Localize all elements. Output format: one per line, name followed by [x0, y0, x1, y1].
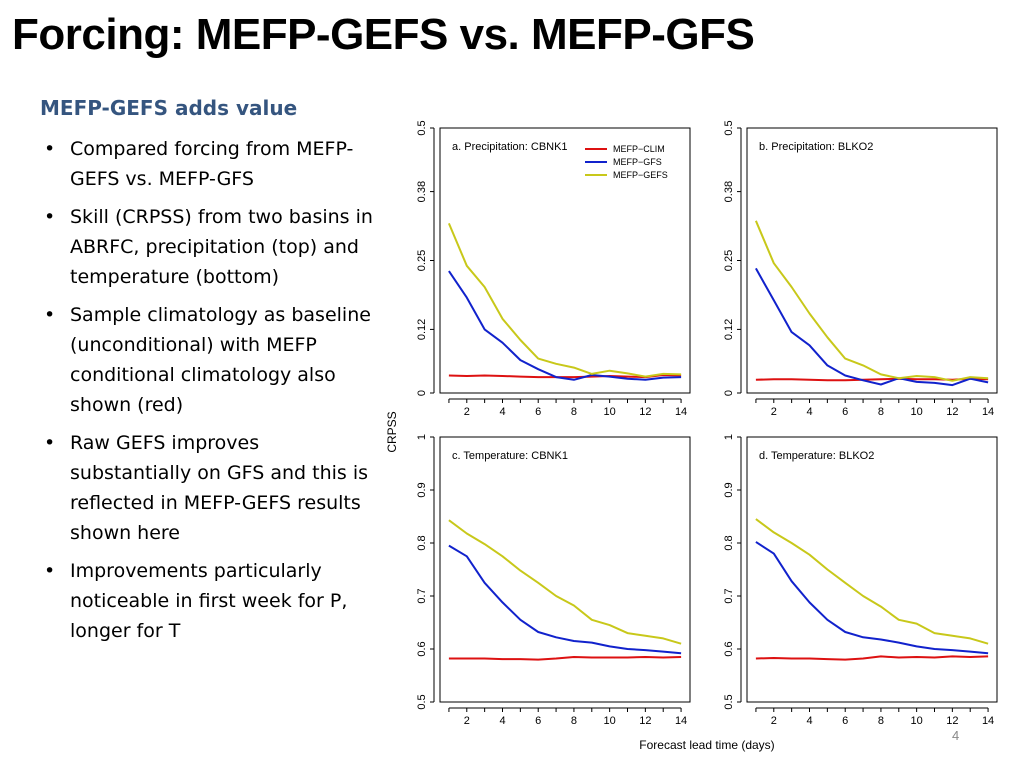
x-tick-label: 2: [464, 406, 470, 418]
y-tick-label: 0.38: [723, 181, 735, 202]
crpss-figure: CRPSS Forecast lead time (days) 2 4 6 8 10 12…: [385, 120, 998, 752]
legend-label: MEFP−CLIM: [613, 144, 665, 154]
y-tick-label: 0.5: [723, 694, 735, 709]
x-tick-label: 14: [982, 406, 994, 418]
bullet-text: Skill (CRPSS) from two basins in ABRFC, …: [70, 206, 373, 288]
plot-frame: [746, 436, 998, 703]
chart-panel: 2 4 6 8 10 12 14 0 0.12 0.25 0.38 0.5 b. Precipitati…: [723, 120, 998, 418]
series-line: [754, 220, 989, 382]
y-tick-label: 0.38: [416, 181, 428, 202]
series-line: [448, 270, 682, 381]
y-tick-label: 0.5: [723, 120, 735, 135]
bullet-item: • Skill (CRPSS) from two basins in ABRFC,…: [40, 202, 385, 292]
chart-panel: 2 4 6 8 10 12 14 0 0.12 0.25 0.38 0.5 a. Precipitati…: [416, 120, 691, 418]
x-tick-label: 14: [982, 715, 994, 727]
legend-label: MEFP−GEFS: [613, 170, 668, 180]
y-tick-label: 0.6: [723, 641, 735, 656]
x-tick-label: 12: [639, 715, 651, 727]
bullet-item: • Sample climatology as baseline (uncondi…: [40, 300, 385, 420]
series-line: [448, 519, 682, 645]
bullet-item: • Improvements particularly noticeable in…: [40, 556, 385, 646]
series-line: [448, 656, 682, 661]
y-tick-label: 0.12: [723, 319, 735, 340]
subheading: MEFP-GEFS adds value: [40, 96, 298, 120]
bullet-dot-icon: •: [44, 304, 56, 326]
x-tick-label: 6: [842, 406, 848, 418]
plot-frame: [439, 127, 691, 394]
y-tick-label: 0.12: [416, 319, 428, 340]
x-tick-label: 2: [771, 406, 777, 418]
x-tick-label: 14: [675, 715, 687, 727]
x-tick-label: 4: [499, 715, 505, 727]
bullet-item: • Raw GEFS improves substantially on GFS …: [40, 428, 385, 548]
panel-title: c. Temperature: CBNK1: [452, 450, 568, 462]
series-line: [448, 544, 682, 655]
x-tick-label: 10: [911, 715, 923, 727]
y-tick-label: 0.8: [416, 535, 428, 550]
x-tick-label: 12: [946, 406, 958, 418]
y-tick-label: 0.7: [723, 588, 735, 603]
x-tick-label: 4: [806, 715, 812, 727]
y-axis-title: CRPSS: [385, 411, 399, 452]
x-tick-label: 6: [842, 715, 848, 727]
plot-frame: [746, 127, 998, 394]
bullet-text: Raw GEFS improves substantially on GFS a…: [70, 432, 369, 544]
series-line: [755, 541, 989, 655]
slide-title: Forcing: MEFP-GEFS vs. MEFP-GFS: [12, 10, 755, 59]
x-tick-label: 8: [878, 406, 884, 418]
panel-title: a. Precipitation: CBNK1: [452, 141, 568, 153]
x-tick-label: 10: [604, 715, 616, 727]
bullet-dot-icon: •: [44, 138, 56, 160]
panel-title: d. Temperature: BLKO2: [759, 450, 874, 462]
x-tick-label: 12: [946, 715, 958, 727]
y-tick-label: 0.25: [723, 250, 735, 271]
x-axis-title: Forecast lead time (days): [639, 738, 774, 752]
x-tick-label: 6: [535, 406, 541, 418]
bullet-dot-icon: •: [44, 206, 56, 228]
y-tick-label: 0.7: [416, 588, 428, 603]
series-line: [755, 655, 989, 661]
legend-label: MEFP−GFS: [613, 157, 662, 167]
x-tick-label: 10: [911, 406, 923, 418]
chart-panel: 2 4 6 8 10 12 14 0.5 0.6 0.7 0.8 0.9 1 d. Temperature…: [723, 434, 998, 727]
y-tick-label: 0: [416, 390, 428, 396]
y-tick-label: 0.25: [416, 250, 428, 271]
chart-panel: 2 4 6 8 10 12 14 0.5 0.6 0.7 0.8 0.9 1 c. Temperature…: [416, 434, 691, 727]
y-tick-label: 0.5: [416, 694, 428, 709]
bullet-text: Sample climatology as baseline (uncondit…: [70, 304, 371, 416]
x-tick-label: 14: [675, 406, 687, 418]
panel-title: b. Precipitation: BLKO2: [759, 141, 873, 153]
bullet-text: Improvements particularly noticeable in …: [70, 560, 348, 642]
x-tick-label: 8: [571, 406, 577, 418]
x-tick-label: 8: [571, 715, 577, 727]
x-tick-label: 2: [771, 715, 777, 727]
y-tick-label: 0.9: [416, 482, 428, 497]
x-tick-label: 2: [464, 715, 470, 727]
x-tick-label: 4: [499, 406, 505, 418]
x-tick-label: 8: [878, 715, 884, 727]
bullet-item: • Compared forcing from MEFP-GEFS vs. MEF…: [40, 134, 385, 194]
y-tick-label: 0.9: [723, 482, 735, 497]
y-tick-label: 0: [723, 390, 735, 396]
bullet-dot-icon: •: [44, 432, 56, 454]
x-tick-label: 6: [535, 715, 541, 727]
x-tick-label: 10: [604, 406, 616, 418]
y-tick-label: 0.5: [416, 120, 428, 135]
y-tick-label: 0.6: [416, 641, 428, 656]
page-number: 4: [952, 728, 960, 743]
plot-frame: [439, 436, 691, 703]
y-tick-label: 1: [416, 434, 428, 440]
y-tick-label: 0.8: [723, 535, 735, 550]
bullet-dot-icon: •: [44, 560, 56, 582]
series-line: [755, 267, 989, 387]
series-line: [755, 518, 989, 645]
x-tick-label: 4: [806, 406, 812, 418]
x-tick-label: 12: [639, 406, 651, 418]
bullet-text: Compared forcing from MEFP-GEFS vs. MEFP…: [70, 138, 354, 190]
y-tick-label: 1: [723, 434, 735, 440]
series-line: [447, 223, 682, 378]
bullet-list: • Compared forcing from MEFP-GEFS vs. MEF…: [40, 134, 385, 646]
bullet-panel: MEFP-GEFS adds value • Compared forcing f…: [40, 96, 385, 654]
